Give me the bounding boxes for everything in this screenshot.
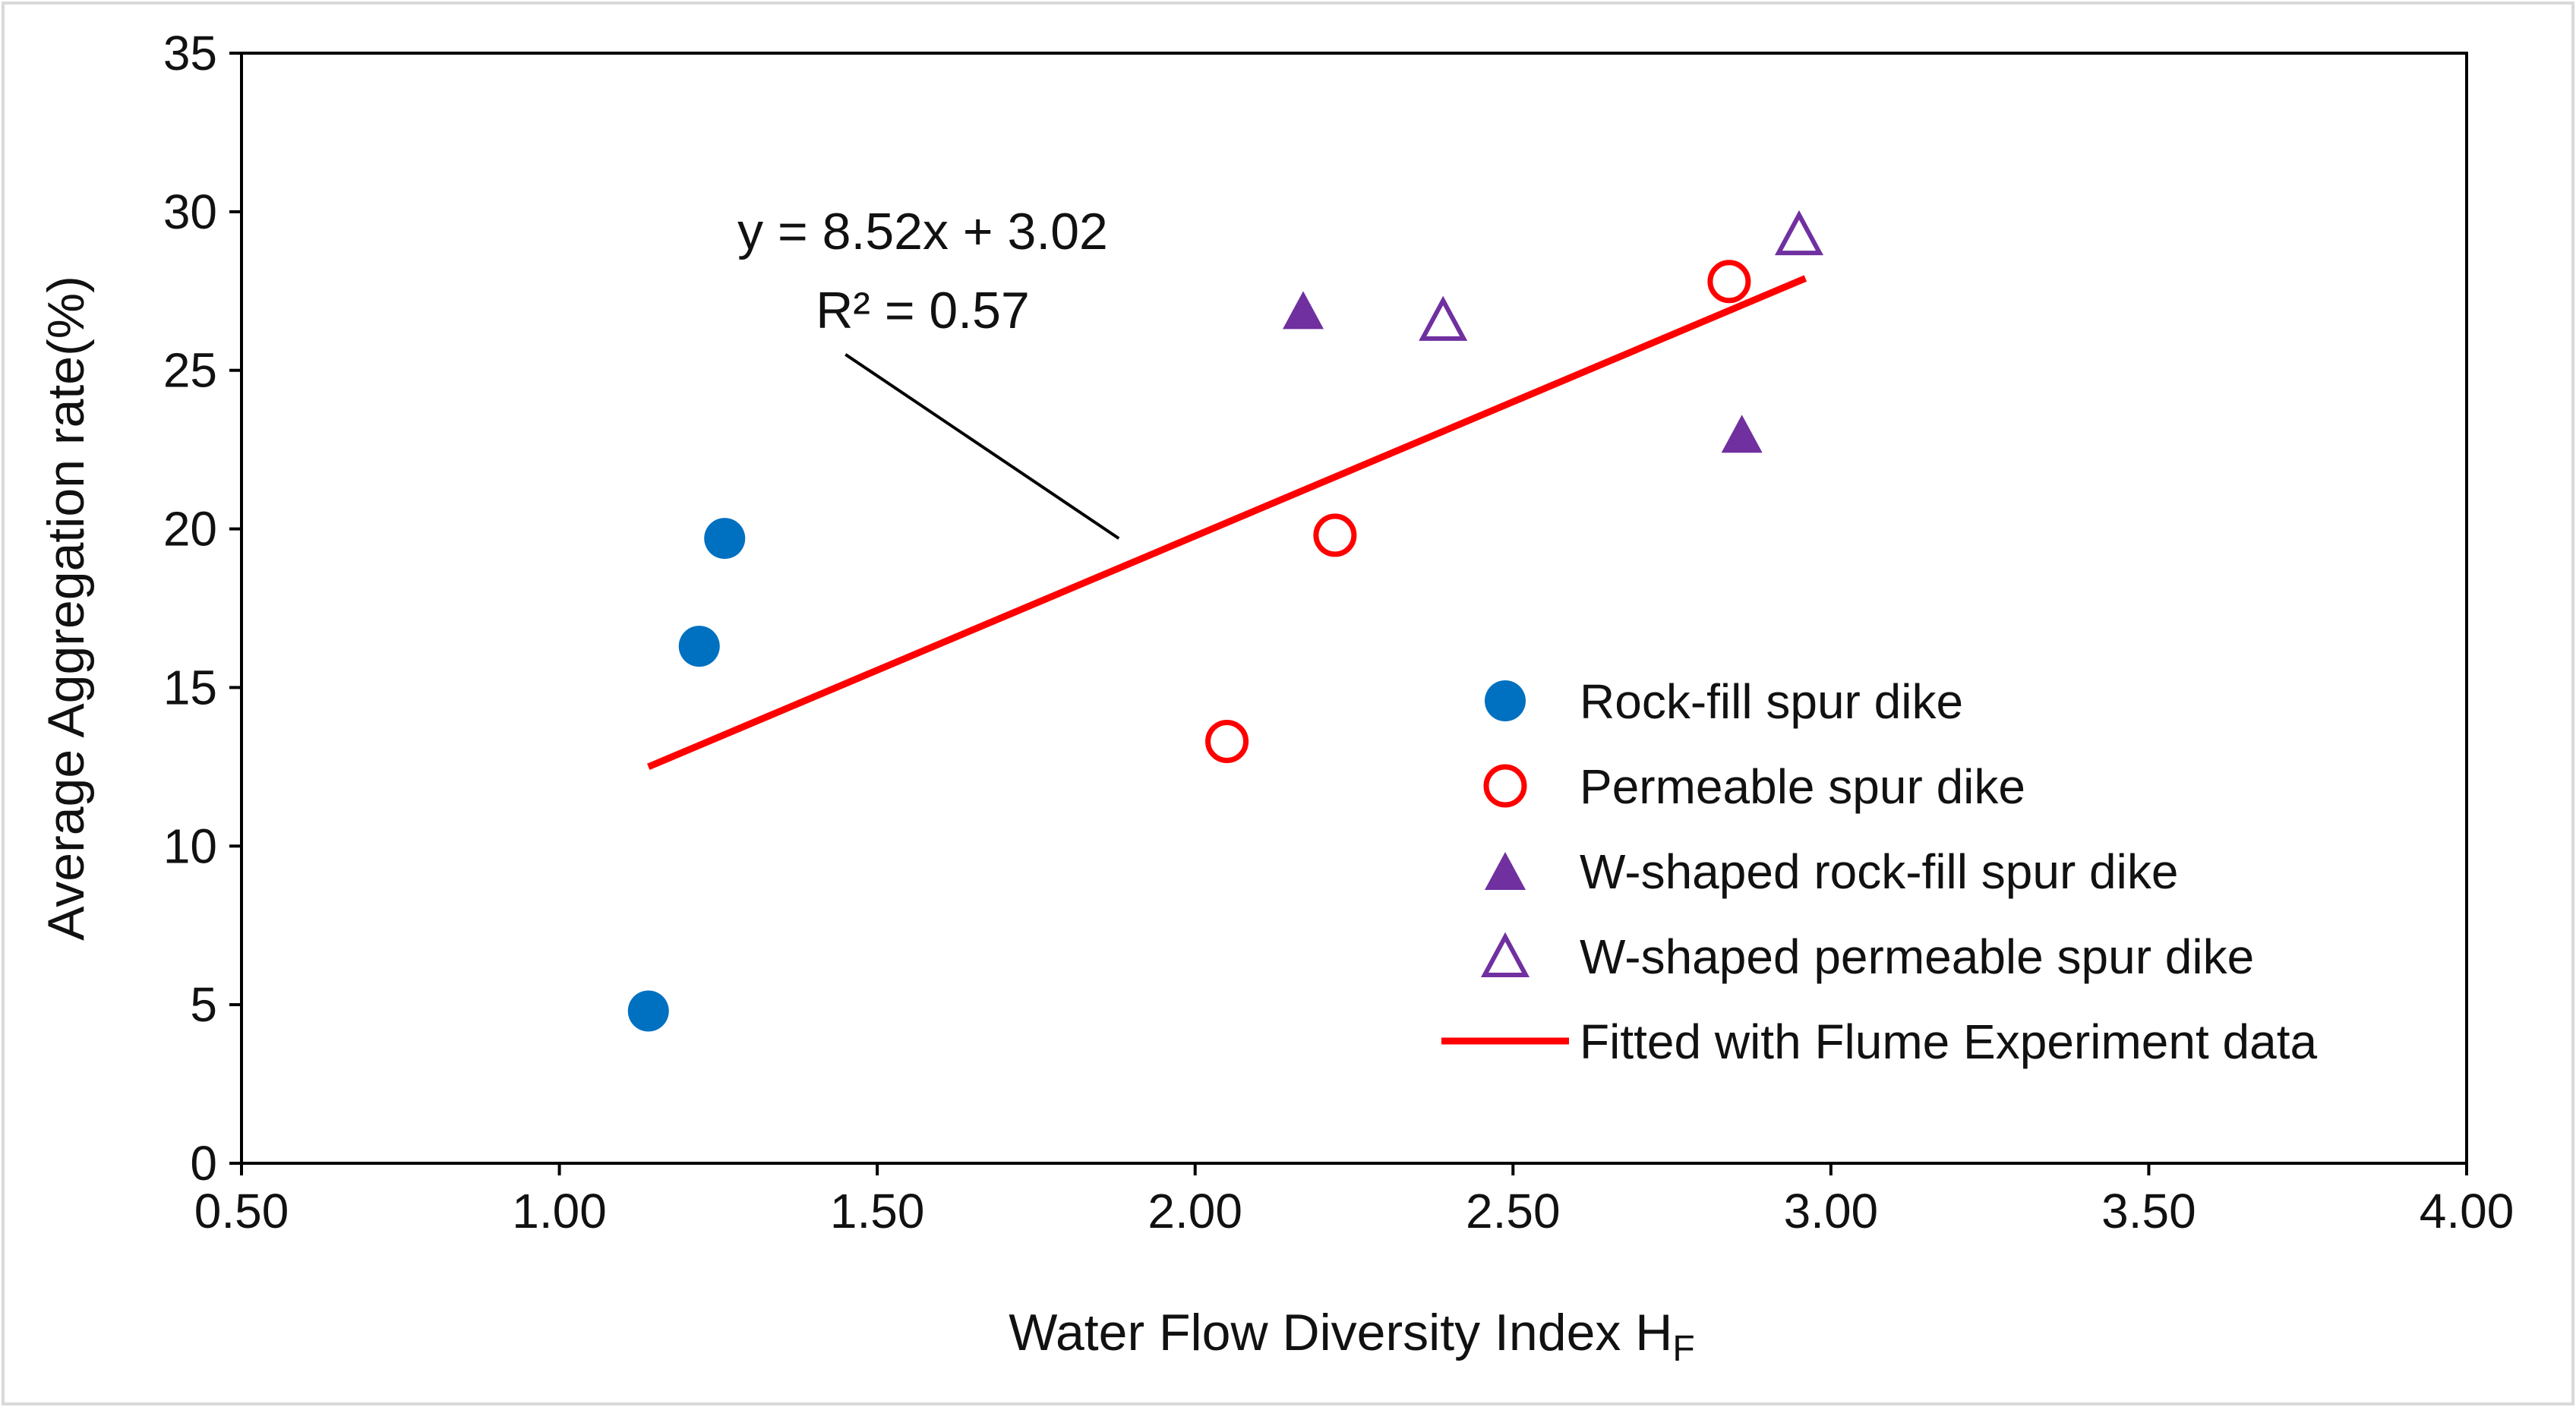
legend-label: Fitted with Flume Experiment data	[1580, 1014, 2317, 1069]
annotation-equation: y = 8.52x + 3.02	[737, 203, 1108, 260]
x-axis-label: Water Flow Diversity Index HF	[1009, 1304, 1694, 1369]
data-point	[678, 626, 720, 667]
data-point	[1419, 295, 1468, 341]
x-tick-label: 4.00	[2420, 1184, 2514, 1238]
legend: Rock-fill spur dike Permeable spur dike W-…	[1441, 674, 2317, 1069]
annotation-group: y = 8.52x + 3.02 R² = 0.57	[737, 203, 1120, 540]
plot-area	[240, 52, 2468, 1165]
data-point	[1707, 260, 1751, 304]
legend-marker	[1480, 932, 1530, 977]
y-tick-label: 30	[163, 185, 217, 239]
y-axis-label: Average Aggregation rate(%)	[37, 276, 95, 941]
legend-label: Permeable spur dike	[1580, 759, 2025, 814]
legend-label: Rock-fill spur dike	[1580, 674, 1963, 729]
y-tick-label: 5	[190, 977, 217, 1032]
data-point	[1313, 513, 1357, 557]
legend-marker	[1485, 852, 1526, 890]
legend-label: W-shaped permeable spur dike	[1580, 929, 2254, 984]
x-tick-label: 2.50	[1466, 1184, 1561, 1238]
x-tick-label: 1.50	[830, 1184, 925, 1238]
x-axis-label-main: Water Flow Diversity Index H	[1009, 1304, 1672, 1361]
data-point	[704, 518, 746, 560]
x-tick-label: 3.50	[2101, 1184, 2196, 1238]
x-tick-label: 3.00	[1784, 1184, 1879, 1238]
legend-label: W-shaped rock-fill spur dike	[1580, 844, 2178, 899]
data-points	[627, 210, 1824, 1032]
axis-ticks: 0.50 1.00 1.50 2.00 2.50 3.00 3.50 4.00 0 5 10 15 20…	[163, 26, 2514, 1238]
data-point	[627, 990, 669, 1032]
annotation-pointer	[844, 353, 1120, 540]
y-tick-label: 35	[163, 26, 217, 80]
legend-marker	[1483, 764, 1527, 808]
y-tick-label: 15	[163, 660, 217, 715]
x-tick-label: 1.00	[512, 1184, 607, 1238]
legend-marker	[1485, 680, 1526, 721]
y-tick-label: 25	[163, 343, 217, 398]
x-axis-label-subscript: F	[1672, 1329, 1694, 1369]
data-point	[1205, 719, 1249, 763]
y-tick-label: 20	[163, 502, 217, 557]
fit-line	[647, 275, 1807, 771]
data-point	[1721, 415, 1763, 453]
annotation-r-squared: R² = 0.57	[816, 282, 1030, 339]
x-tick-label: 0.50	[194, 1184, 289, 1238]
x-tick-label: 2.00	[1148, 1184, 1242, 1238]
y-tick-label: 10	[163, 819, 217, 873]
y-tick-label: 0	[190, 1136, 217, 1191]
fit-line-group	[647, 275, 1807, 771]
data-point	[1774, 210, 1824, 256]
data-point	[1283, 291, 1324, 330]
